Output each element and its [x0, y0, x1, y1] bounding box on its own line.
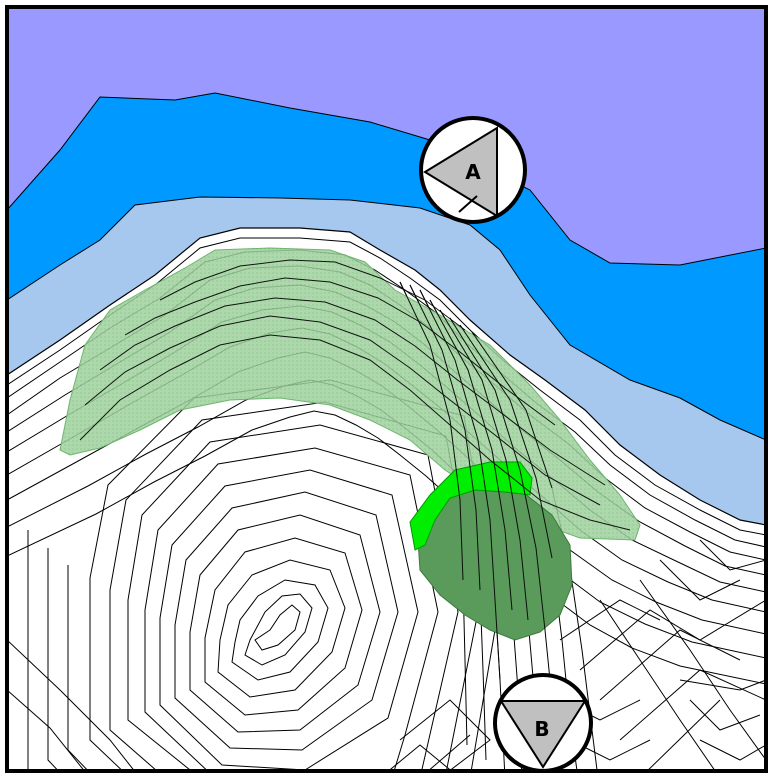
marker-a-label: A [465, 160, 481, 184]
marker-b[interactable]: B [493, 673, 593, 773]
triangle-down-marker-icon [499, 700, 587, 769]
marker-b-label: B [534, 717, 549, 741]
zone-bright-green [409, 461, 533, 551]
marker-a[interactable]: A [419, 116, 527, 224]
urban-grid [387, 539, 766, 771]
zone-dark-green [417, 484, 573, 641]
map-frame-border [5, 5, 768, 773]
slope-lines-overlay [79, 259, 631, 681]
triangle-left-marker-icon [423, 126, 498, 218]
